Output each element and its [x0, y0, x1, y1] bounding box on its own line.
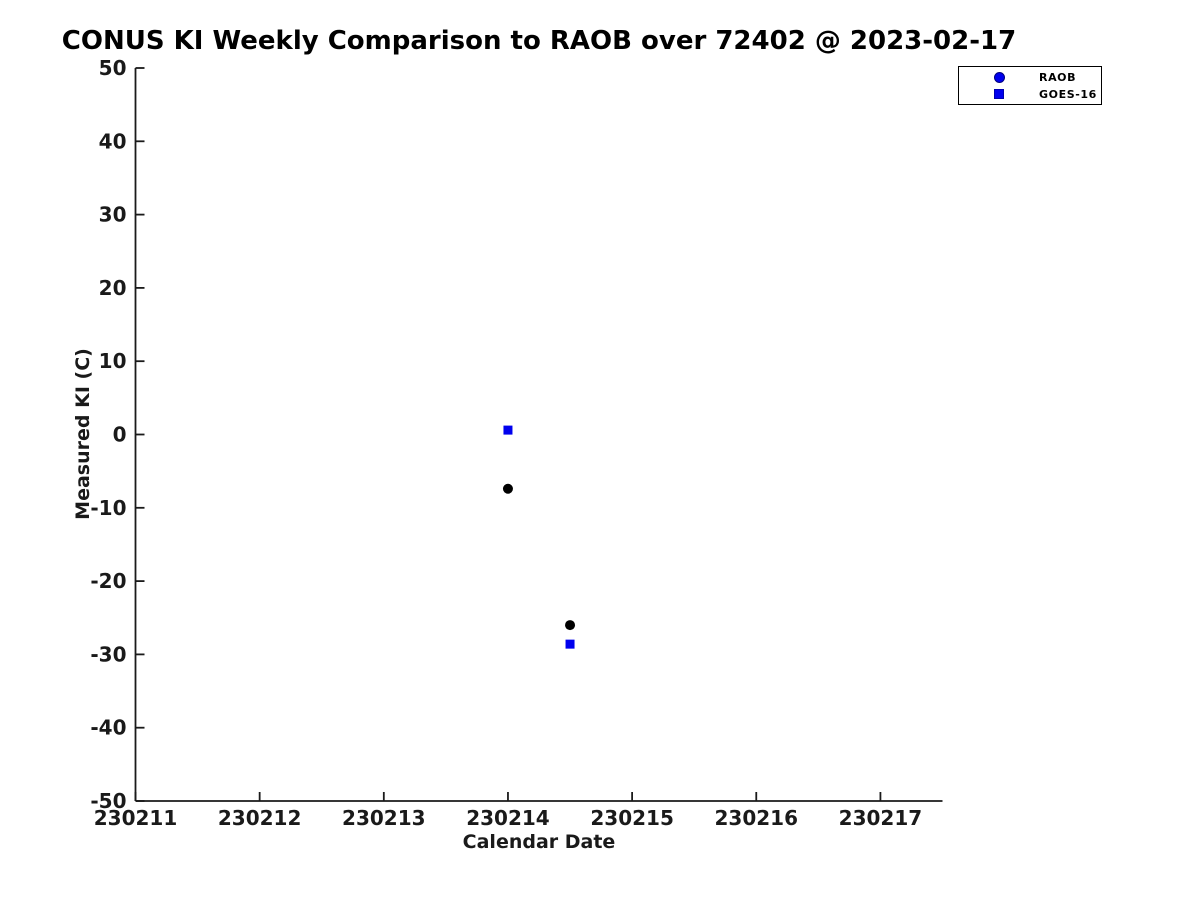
raob-circle-marker-icon: [993, 71, 1005, 83]
goes16-square-marker-icon: [994, 89, 1004, 99]
y-tick-label: 20: [99, 276, 127, 300]
legend-marker-cell: [959, 71, 1039, 83]
chart-title: CONUS KI Weekly Comparison to RAOB over …: [61, 26, 1017, 56]
legend-item-raob: RAOB: [959, 70, 1101, 84]
x-tick-label: 230212: [218, 806, 302, 830]
y-tick-label: 0: [113, 423, 127, 447]
x-tick-label: 230214: [466, 806, 550, 830]
y-tick-label: -50: [90, 789, 126, 813]
y-tick-label: 40: [99, 129, 127, 153]
y-tick-label: -10: [90, 496, 126, 520]
raob-data-point: [502, 483, 513, 494]
legend-item-goes16: GOES-16: [959, 87, 1101, 101]
x-tick-label: 230215: [590, 806, 674, 830]
y-tick-label: 30: [99, 203, 127, 227]
raob-data-point: [565, 620, 576, 631]
y-tick-label: -40: [90, 716, 126, 740]
y-axis-label: Measured KI (C): [72, 348, 94, 520]
legend-label-raob: RAOB: [1039, 70, 1077, 84]
y-tick-label: -30: [90, 642, 126, 666]
x-tick-label: 230216: [715, 806, 799, 830]
y-tick-label: 50: [99, 56, 127, 80]
y-tick-label: 10: [99, 349, 127, 373]
x-tick-label: 230211: [94, 806, 178, 830]
goes16-data-point: [503, 425, 513, 435]
legend: RAOB GOES-16: [958, 66, 1102, 105]
y-tick-label: -20: [90, 569, 126, 593]
x-tick-label: 230217: [839, 806, 923, 830]
x-axis-label: Calendar Date: [462, 831, 616, 853]
legend-label-goes16: GOES-16: [1039, 87, 1097, 101]
x-tick-label: 230213: [342, 806, 426, 830]
legend-marker-cell: [959, 89, 1039, 99]
goes16-data-point: [565, 639, 575, 649]
